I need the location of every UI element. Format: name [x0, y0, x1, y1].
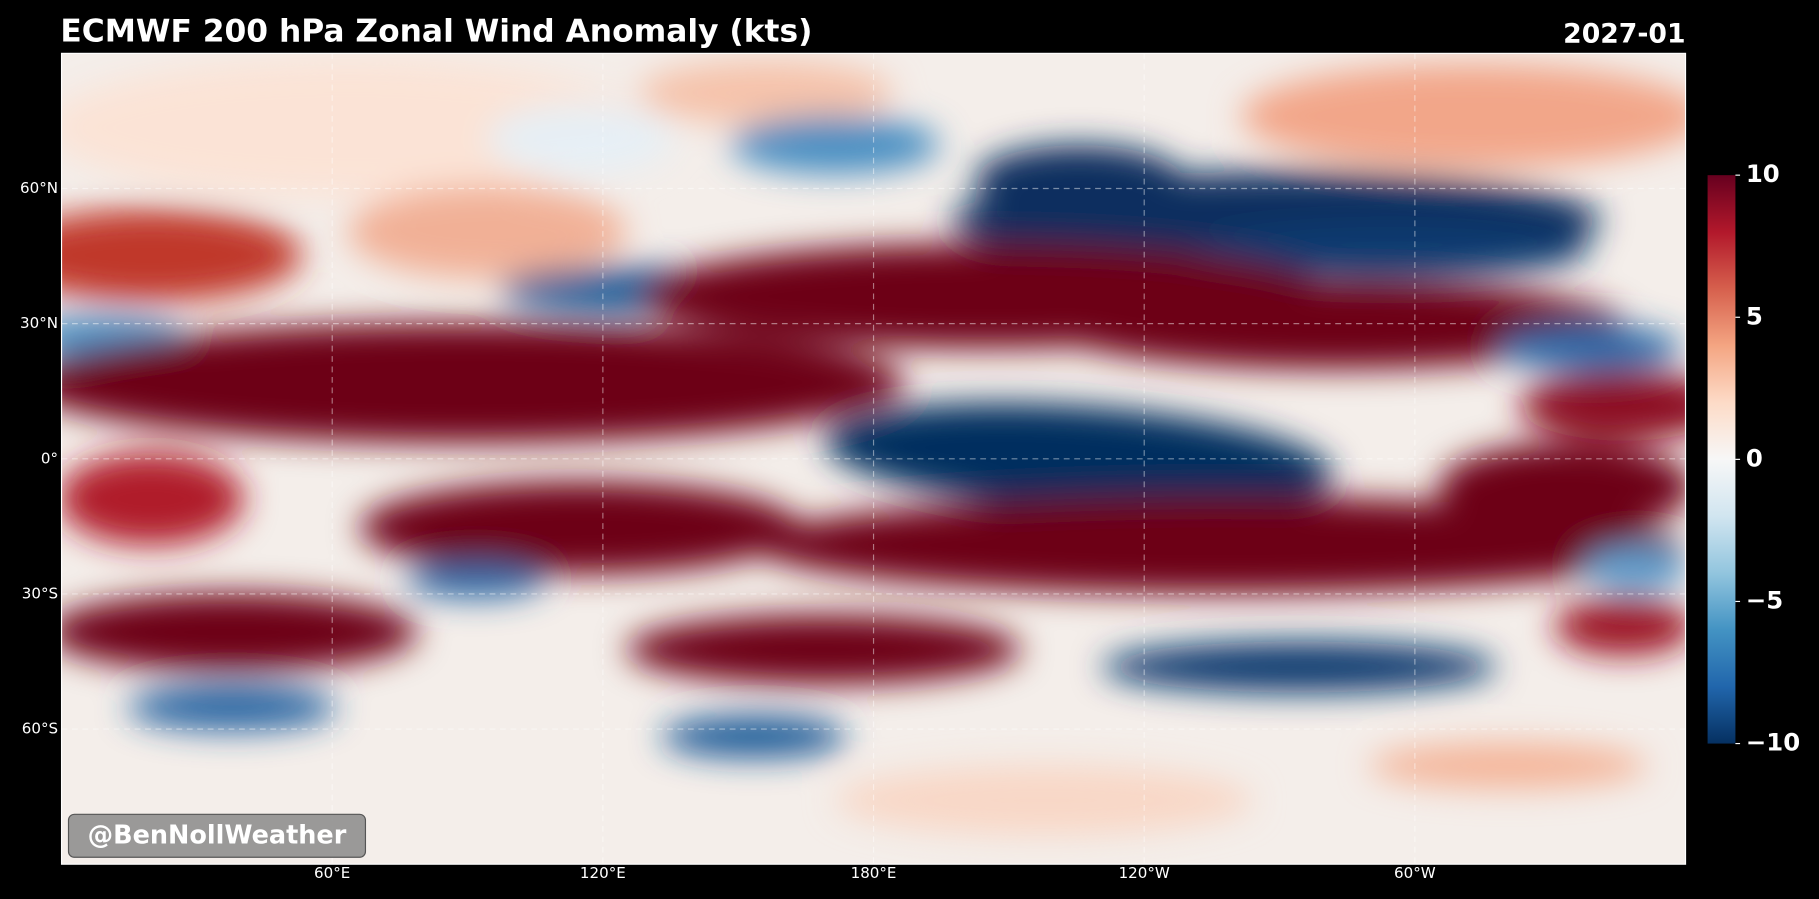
anomaly-shading — [61, 58, 1686, 836]
lon-tick-label: 120°E — [580, 864, 626, 882]
colorbar-tick-label: 10 — [1746, 159, 1780, 188]
colorbar-tick-label: −5 — [1746, 585, 1783, 614]
lon-tick-label: 60°E — [314, 864, 350, 882]
watermark: @BenNollWeather — [88, 820, 347, 850]
lon-tick-label: 120°W — [1119, 864, 1170, 882]
anomaly-field — [61, 53, 1686, 865]
lat-tick-label: 30°N — [20, 314, 58, 332]
watermark-box — [67, 813, 367, 858]
colorbar-tick-label: −10 — [1746, 728, 1800, 757]
lat-tick-label: 60°N — [20, 179, 58, 197]
lat-tick-label: 30°S — [22, 584, 58, 602]
lon-tick-label: 180°E — [851, 864, 897, 882]
map-frame — [60, 52, 1687, 865]
lat-tick-label: 60°S — [22, 720, 58, 738]
lat-tick-label: 0° — [41, 449, 58, 467]
colorbar — [1707, 175, 1736, 744]
lon-tick-label: 60°W — [1394, 864, 1436, 882]
date: 2027-01 — [1563, 18, 1685, 49]
colorbar-tick-label: 5 — [1746, 301, 1763, 330]
title: ECMWF 200 hPa Zonal Wind Anomaly (kts) — [60, 13, 812, 49]
colorbar-tick-label: 0 — [1746, 443, 1763, 472]
